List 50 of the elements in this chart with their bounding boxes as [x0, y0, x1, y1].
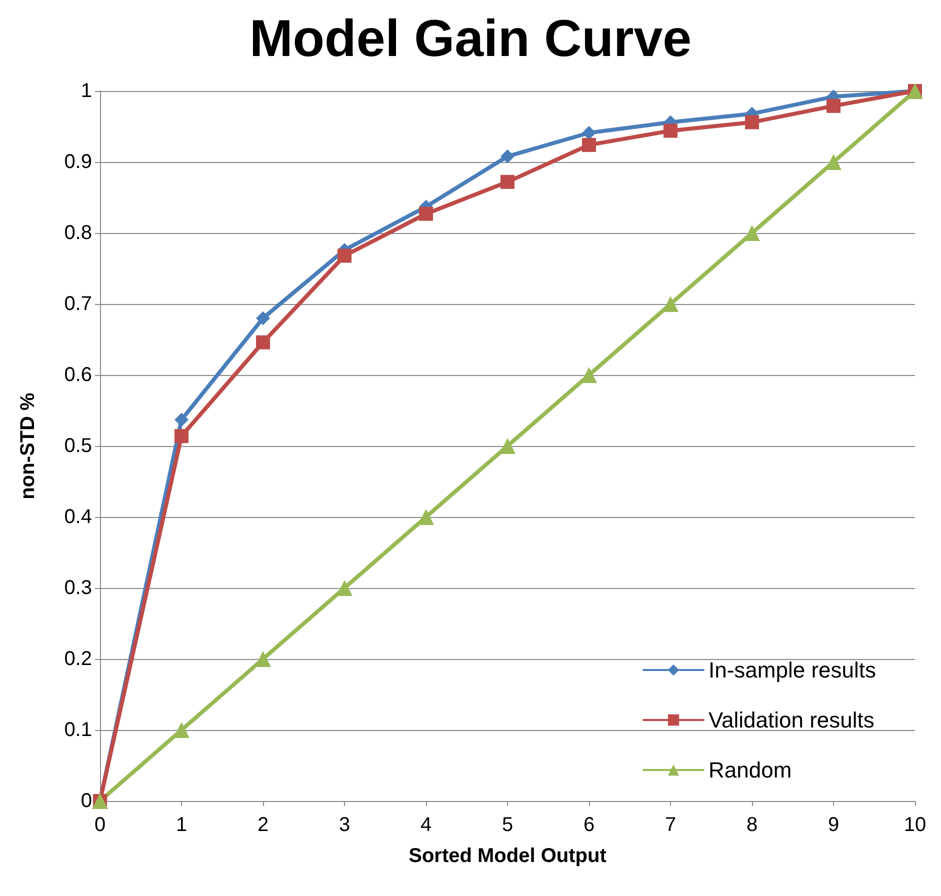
y-tick-label: 0.3	[64, 577, 92, 599]
y-tick-label: 0.9	[64, 151, 92, 173]
x-tick-label: 10	[904, 814, 926, 836]
point	[174, 429, 188, 444]
y-axis-title: non-STD %	[17, 392, 39, 500]
x-tick-label: 9	[828, 814, 840, 836]
x-tick-label: 2	[257, 814, 269, 836]
point	[336, 580, 352, 596]
point	[418, 509, 434, 525]
x-tick-label: 8	[746, 814, 758, 836]
y-tick-label: 0.1	[64, 719, 92, 741]
point	[256, 311, 270, 326]
point	[500, 174, 514, 189]
point	[500, 438, 516, 454]
point	[744, 225, 760, 241]
legend-label: Validation results	[708, 708, 874, 732]
point	[745, 115, 759, 130]
y-tick-label: 1	[80, 80, 92, 102]
point	[581, 367, 597, 383]
y-tick-label: 0.8	[64, 222, 92, 244]
point	[662, 296, 678, 312]
point	[174, 722, 190, 738]
y-tick-label: 0.5	[64, 435, 92, 457]
point	[174, 412, 188, 427]
point	[255, 651, 271, 667]
point	[338, 248, 352, 263]
y-tick-label: 0.6	[64, 364, 92, 386]
x-tick-label: 3	[338, 814, 350, 836]
x-axis-title: Sorted Model Output	[408, 845, 607, 867]
legend-label: Random	[708, 758, 792, 782]
y-tick-label: 0.4	[64, 506, 92, 528]
x-tick-label: 0	[94, 814, 106, 836]
point	[500, 149, 514, 164]
x-tick-label: 7	[664, 814, 676, 836]
x-tick-label: 5	[502, 814, 514, 836]
x-tick-label: 6	[583, 814, 595, 836]
y-tick-label: 0.2	[64, 648, 92, 670]
x-tick-label: 1	[176, 814, 188, 836]
point	[582, 126, 596, 140]
legend-label: In-sample results	[708, 658, 876, 682]
chart-title: Model Gain Curve	[249, 10, 692, 68]
point	[419, 206, 433, 221]
point	[664, 124, 678, 138]
point	[826, 154, 842, 170]
y-tick-label: 0	[80, 790, 92, 812]
x-tick-label: 4	[420, 814, 432, 836]
point	[582, 138, 596, 152]
y-tick-label: 0.7	[64, 293, 92, 315]
point	[256, 335, 270, 350]
point	[826, 98, 840, 113]
